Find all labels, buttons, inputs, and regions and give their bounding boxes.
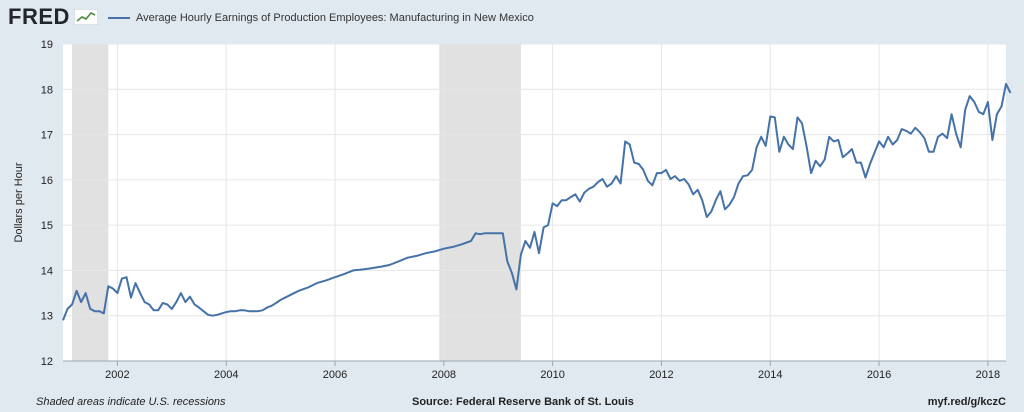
y-axis-ticks: 12 13 14 15 16 17 18 19 (41, 39, 53, 368)
x-tick-label: 2014 (758, 369, 782, 381)
chart-legend: Average Hourly Earnings of Production Em… (108, 12, 534, 24)
legend-series-label: Average Hourly Earnings of Production Em… (136, 12, 534, 24)
x-tick-label: 2004 (214, 369, 238, 381)
x-tick-label: 2008 (432, 369, 456, 381)
fred-logo[interactable]: FRED (8, 4, 70, 29)
y-tick-label: 15 (41, 220, 53, 232)
x-tick-label: 2018 (976, 369, 1000, 381)
plot-area (63, 44, 1006, 361)
x-tick-label: 2016 (867, 369, 891, 381)
legend-swatch (108, 17, 130, 19)
fred-chart-icon (74, 9, 98, 25)
y-tick-label: 14 (41, 265, 53, 277)
chart-header: FRED Average Hourly Earnings of Producti… (0, 0, 1024, 38)
line-chart: 12 13 14 15 16 17 18 19 2002 2004 2006 2008 2010 201… (13, 39, 1012, 381)
y-tick-label: 17 (41, 130, 53, 142)
x-axis-ticks: 2002 2004 2006 2008 2010 2012 2014 2016 2018 (63, 360, 1006, 381)
recession-shading (72, 44, 521, 361)
y-tick-label: 16 (41, 175, 53, 187)
x-tick-label: 2010 (540, 369, 564, 381)
x-tick-label: 2012 (649, 369, 673, 381)
y-tick-label: 13 (41, 311, 53, 323)
y-tick-label: 12 (41, 356, 53, 368)
x-tick-label: 2006 (323, 369, 347, 381)
recession-band (439, 44, 521, 361)
y-tick-label: 18 (41, 84, 53, 96)
x-tick-label: 2002 (105, 369, 129, 381)
source-credit: Source: Federal Reserve Bank of St. Loui… (412, 396, 634, 408)
chart-footer: Shaded areas indicate U.S. recessions So… (0, 394, 1024, 412)
y-tick-label: 19 (41, 39, 53, 51)
short-link[interactable]: myf.red/g/kczC (927, 396, 1006, 408)
series-line (62, 82, 1012, 321)
y-axis-label: Dollars per Hour (13, 162, 25, 242)
recession-note: Shaded areas indicate U.S. recessions (36, 396, 226, 408)
